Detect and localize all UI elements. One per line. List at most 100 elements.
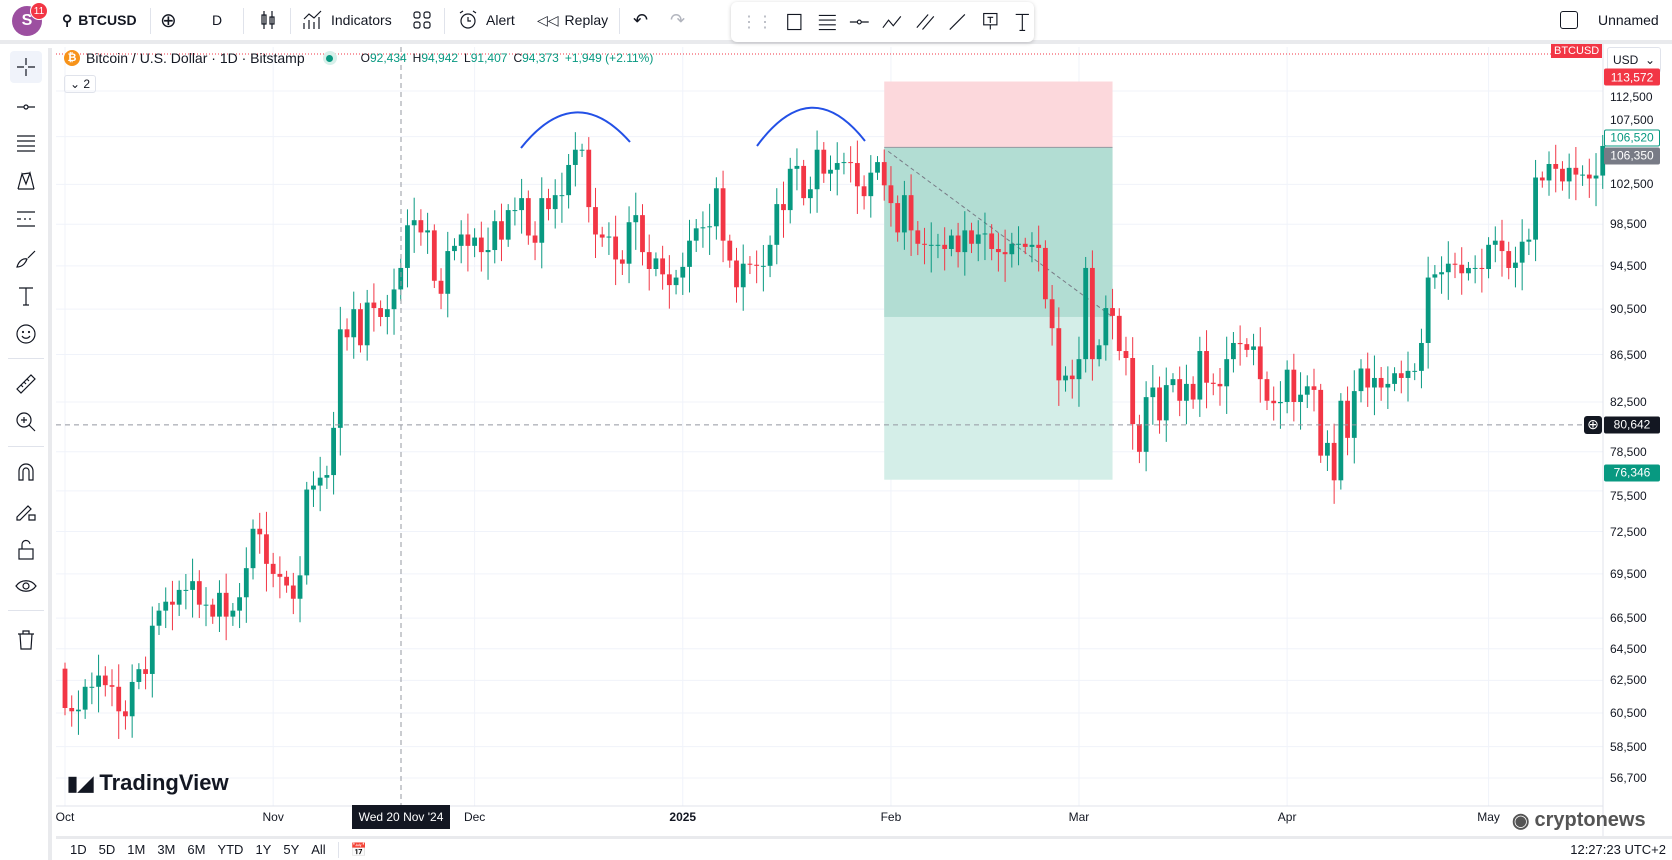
candle-body: [975, 234, 981, 244]
compare-symbol-button[interactable]: ⊕: [160, 0, 177, 40]
candle-body: [82, 686, 88, 710]
candle-body: [1083, 267, 1089, 360]
rectangle-tool-icon[interactable]: [783, 10, 806, 34]
hide-drawings[interactable]: [10, 570, 42, 602]
note-tool-icon[interactable]: [979, 10, 1002, 34]
indicators-button[interactable]: Indicators: [301, 0, 392, 40]
range-1d[interactable]: 1D: [70, 842, 87, 857]
candle-body: [257, 528, 263, 535]
chevron-down-icon: ⌄: [1644, 53, 1655, 67]
fib-lines-tool-icon[interactable]: [816, 10, 839, 34]
candle-body: [841, 162, 847, 164]
candle-body: [371, 302, 377, 309]
candle-body: [1311, 386, 1317, 390]
lock-drawing-mode[interactable]: [10, 496, 42, 528]
brush-icon: [16, 250, 36, 268]
range-3m[interactable]: 3M: [157, 842, 176, 857]
candle-body: [1445, 263, 1451, 273]
zoom-in-icon: [16, 412, 36, 432]
candle-body: [734, 260, 739, 288]
candle-body: [640, 215, 645, 253]
symbol-search-button[interactable]: ⚲ BTCUSD: [62, 0, 137, 40]
price-axis-label: 69,500: [1610, 566, 1647, 581]
range-1m[interactable]: 1M: [127, 842, 146, 857]
candle-body: [1439, 272, 1444, 275]
horizontal-ray-icon[interactable]: [848, 10, 871, 34]
candle-body: [935, 244, 941, 246]
crosshair-tool[interactable]: [10, 51, 42, 83]
range-5d[interactable]: 5D: [98, 842, 116, 857]
fib-tool[interactable]: [10, 127, 42, 159]
time-axis-label: Apr: [1277, 810, 1297, 824]
candle-body: [452, 245, 457, 252]
candle-body: [364, 302, 370, 346]
range-5y[interactable]: 5Y: [283, 842, 300, 857]
redo-button[interactable]: ↷: [670, 0, 685, 40]
range-6m[interactable]: 6M: [187, 842, 206, 857]
candle-body: [1425, 277, 1431, 343]
candle-body: [633, 215, 639, 223]
crosshair-price-tag: 80,642: [1604, 416, 1660, 434]
time-axis-label: Oct: [55, 810, 75, 824]
candle-body: [888, 185, 894, 204]
line-tool[interactable]: [10, 91, 42, 123]
range-all[interactable]: All: [311, 842, 326, 857]
time-axis-label: Feb: [880, 810, 902, 824]
brush-tool[interactable]: [10, 243, 42, 275]
lock-all-drawings[interactable]: [10, 534, 42, 566]
replay-button[interactable]: ◁◁ Replay: [537, 11, 609, 29]
collapse-indicators-button[interactable]: ⌄ 2: [64, 75, 97, 93]
target-price-tag: 76,346: [1604, 464, 1660, 482]
drag-handle-icon[interactable]: ⋮⋮: [741, 14, 773, 31]
candle-body: [1325, 442, 1330, 456]
text-tool-icon[interactable]: [1011, 10, 1034, 34]
candle-body: [1224, 359, 1230, 387]
candle-body: [1184, 383, 1189, 401]
candle-body: [1539, 177, 1545, 181]
pattern-tool[interactable]: [10, 165, 42, 197]
price-axis-label: 60,500: [1610, 705, 1647, 720]
alert-button[interactable]: Alert: [456, 0, 515, 40]
candle-body: [243, 568, 249, 598]
candle-body: [579, 149, 585, 151]
price-axis-label: 98,500: [1610, 217, 1647, 232]
candle-body: [1177, 379, 1183, 401]
magnet-mode[interactable]: [10, 456, 42, 488]
plus-circle-icon: ⊕: [160, 9, 177, 32]
path-tool-icon[interactable]: [881, 10, 904, 34]
symbol-label: BTCUSD: [78, 12, 137, 28]
candle-body: [942, 244, 948, 249]
undo-button[interactable]: ↶: [633, 0, 648, 40]
candle-body: [1345, 400, 1350, 438]
candle-body: [1492, 240, 1498, 245]
text-tool[interactable]: [10, 280, 42, 312]
parallel-channel-icon[interactable]: [914, 10, 937, 34]
candle-body: [1398, 373, 1404, 378]
zoom-in-tool[interactable]: [10, 406, 42, 438]
templates-button[interactable]: [410, 0, 434, 40]
prediction-tool[interactable]: [10, 203, 42, 235]
clock[interactable]: 12:27:23 UTC+2: [1570, 842, 1666, 857]
smiley-icon: [16, 324, 36, 344]
candle-body: [969, 230, 974, 244]
interval-button[interactable]: D: [212, 12, 223, 28]
tradingview-logo[interactable]: ▮◢ TradingView: [67, 770, 229, 795]
candle-body: [337, 329, 343, 428]
symbol-title[interactable]: Bitcoin / U.S. Dollar · 1D · Bitstamp: [86, 50, 305, 66]
layout-button[interactable]: Unnamed: [1560, 0, 1659, 40]
price-axis-label: 64,500: [1610, 641, 1647, 656]
candle-body: [532, 235, 538, 243]
emoji-tool[interactable]: [10, 318, 42, 350]
candle-body: [1526, 239, 1532, 242]
chart-type-button[interactable]: [256, 0, 280, 40]
remove-drawings[interactable]: [10, 624, 42, 656]
range-ytd[interactable]: YTD: [217, 842, 244, 857]
candle-body: [297, 575, 303, 599]
measure-tool[interactable]: [10, 368, 42, 400]
trend-line-icon[interactable]: [946, 10, 969, 34]
currency-select[interactable]: USD ⌄: [1607, 47, 1661, 73]
add-alert-plus-icon[interactable]: ⊕: [1584, 415, 1602, 434]
go-to-date-button[interactable]: 📅: [337, 841, 367, 858]
range-1y[interactable]: 1Y: [255, 842, 272, 857]
